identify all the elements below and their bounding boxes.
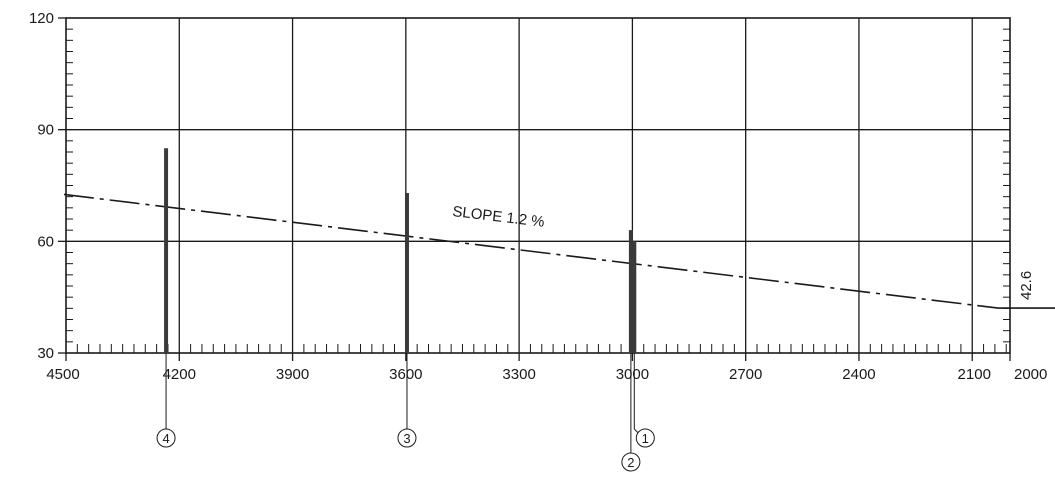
- y-tick-label: 30: [37, 345, 54, 362]
- slope-label: SLOPE 1.2 %: [452, 203, 546, 231]
- slope-line-group: SLOPE 1.2 % 42.6: [63, 193, 1055, 309]
- x-tick-labels: 4500 4200 3900 3600 3300 3000 2700 2400 2100 2000: [46, 366, 1047, 383]
- minor-ticks: [58, 17, 1011, 361]
- x-tick-label: 2100: [958, 366, 991, 383]
- plot-border: [65, 17, 1011, 354]
- end-value-label: 42.6: [1018, 271, 1035, 300]
- marker-label-2: 2: [627, 455, 634, 470]
- x-tick-label: 3300: [502, 366, 535, 383]
- x-tick-label: 2700: [729, 366, 762, 383]
- marker-circle-4: [156, 428, 176, 448]
- marker-circle-2: [621, 452, 641, 472]
- x-tick-label: 3900: [276, 366, 309, 383]
- bars: [164, 148, 637, 353]
- markers: 4 3 21: [156, 353, 655, 472]
- y-tick-label: 120: [29, 10, 54, 27]
- slope-line: [63, 193, 999, 309]
- x-tick-label: 3600: [389, 366, 422, 383]
- y-tick-label: 90: [37, 122, 54, 139]
- marker-label-1: 1: [642, 431, 649, 446]
- x-tick-label: 2400: [842, 366, 875, 383]
- y-tick-label: 60: [37, 233, 54, 250]
- marker-circle-3: [397, 428, 417, 448]
- grid: [66, 18, 1010, 353]
- plot-frame: [65, 17, 1011, 354]
- marker-circle-1: [635, 428, 655, 448]
- x-tick-label: 4200: [163, 366, 196, 383]
- x-tick-label: 3000: [616, 366, 649, 383]
- marker-label-4: 4: [162, 431, 169, 446]
- marker-label-3: 3: [403, 431, 410, 446]
- x-tick-label: 4500: [46, 366, 79, 383]
- y-tick-labels: 30 60 90 120: [29, 10, 54, 362]
- x-tick-label: 2000: [1014, 366, 1047, 383]
